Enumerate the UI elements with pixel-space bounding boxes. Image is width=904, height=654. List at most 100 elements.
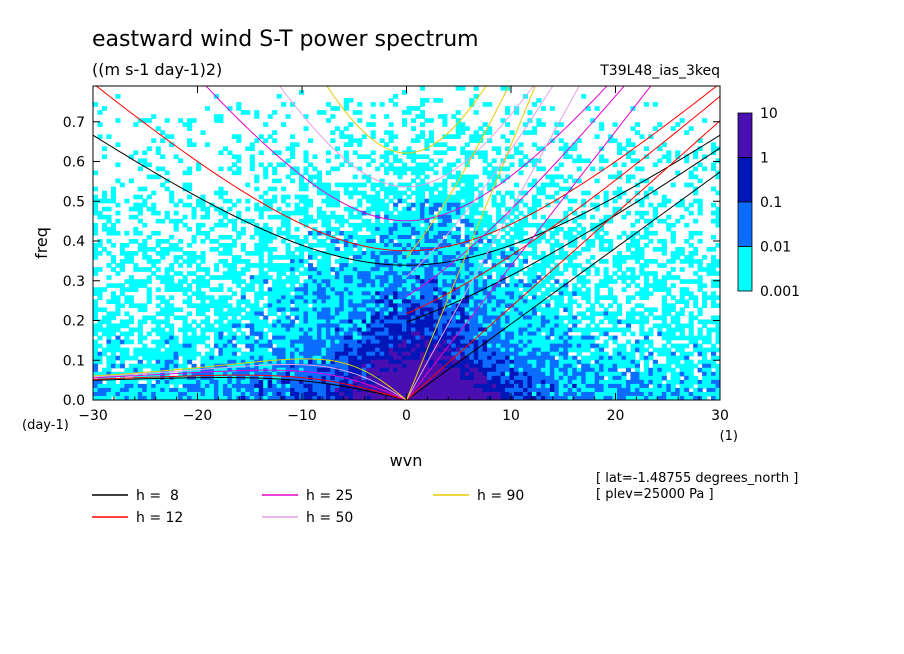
- spectrum-cell: [625, 210, 632, 216]
- spectrum-cell: [634, 251, 640, 256]
- spectrum-cell: [576, 367, 582, 373]
- spectrum-cell: [200, 307, 206, 313]
- spectrum-cell: [352, 339, 358, 345]
- spectrum-cell: [706, 367, 712, 373]
- spectrum-cell: [222, 355, 228, 361]
- spectrum-cell: [366, 198, 372, 204]
- spectrum-cell: [446, 174, 452, 180]
- spectrum-cell: [316, 343, 323, 349]
- spectrum-cell: [554, 315, 560, 321]
- spectrum-cell: [276, 295, 282, 300]
- spectrum-cell: [581, 267, 587, 272]
- spectrum-cell: [697, 198, 703, 204]
- spectrum-cell: [599, 259, 605, 264]
- spectrum-cell: [652, 363, 658, 369]
- spectrum-cell: [496, 210, 502, 216]
- spectrum-cell: [151, 190, 157, 196]
- spectrum-cell: [684, 154, 690, 160]
- spectrum-cell: [402, 359, 408, 365]
- spectrum-cell: [352, 182, 358, 188]
- spectrum-cell: [531, 279, 537, 284]
- spectrum-cell: [500, 291, 506, 296]
- spectrum-cell: [625, 174, 632, 180]
- spectrum-cell: [509, 339, 515, 345]
- spectrum-cell: [549, 275, 555, 280]
- spectrum-cell: [249, 311, 255, 317]
- spectrum-cell: [334, 230, 340, 236]
- spectrum-cell: [531, 331, 537, 337]
- spectrum-cell: [200, 267, 206, 272]
- spectrum-cell: [164, 271, 170, 276]
- spectrum-cell: [196, 162, 202, 168]
- spectrum-cell: [281, 359, 287, 365]
- spectrum-cell: [616, 267, 623, 272]
- spectrum-cell: [330, 339, 336, 345]
- spectrum-cell: [155, 355, 161, 361]
- spectrum-cell: [433, 295, 439, 300]
- spectrum-cell: [397, 234, 403, 240]
- spectrum-cell: [397, 323, 403, 329]
- spectrum-cell: [612, 162, 618, 168]
- spectrum-cell: [124, 295, 130, 300]
- spectrum-cell: [307, 307, 314, 313]
- spectrum-cell: [473, 299, 479, 304]
- spectrum-cell: [227, 327, 233, 333]
- spectrum-cell: [169, 295, 175, 300]
- spectrum-cell: [93, 299, 99, 304]
- spectrum-cell: [339, 363, 345, 369]
- spectrum-cell: [491, 263, 497, 268]
- spectrum-cell: [307, 291, 314, 296]
- spectrum-cell: [361, 255, 367, 260]
- spectrum-cell: [505, 174, 511, 180]
- spectrum-cell: [491, 194, 497, 200]
- spectrum-cell: [428, 134, 434, 139]
- spectrum-cell: [151, 327, 157, 333]
- spectrum-cell: [334, 371, 340, 377]
- spectrum-cell: [518, 259, 524, 264]
- spectrum-cell: [715, 174, 720, 180]
- spectrum-cell: [191, 351, 197, 357]
- spectrum-cell: [513, 303, 520, 309]
- spectrum-cell: [160, 295, 166, 300]
- spectrum-cell: [397, 198, 403, 204]
- spectrum-cell: [442, 263, 448, 268]
- spectrum-cell: [509, 238, 515, 244]
- spectrum-cell: [567, 291, 573, 296]
- spectrum-cell: [706, 335, 712, 341]
- spectrum-cell: [585, 158, 591, 164]
- spectrum-cell: [433, 311, 439, 317]
- spectrum-cell: [491, 315, 497, 321]
- spectrum-cell: [536, 190, 542, 196]
- spectrum-cell: [688, 327, 694, 333]
- spectrum-cell: [151, 247, 157, 252]
- spectrum-cell: [442, 355, 448, 361]
- spectrum-cell: [272, 351, 278, 357]
- spectrum-cell: [321, 182, 327, 188]
- spectrum-cell: [415, 106, 421, 111]
- spectrum-cell: [281, 343, 287, 349]
- spectrum-cell: [204, 323, 211, 329]
- spectrum-cell: [388, 291, 394, 296]
- spectrum-cell: [388, 331, 394, 337]
- spectrum-cell: [352, 283, 358, 288]
- spectrum-cell: [711, 202, 717, 208]
- spectrum-cell: [227, 319, 233, 325]
- spectrum-cell: [106, 299, 112, 304]
- spectrum-cell: [442, 291, 448, 296]
- spectrum-cell: [625, 243, 632, 248]
- spectrum-cell: [594, 287, 600, 292]
- spectrum-cell: [715, 263, 720, 268]
- spectrum-cell: [446, 335, 452, 341]
- spectrum-cell: [307, 243, 314, 248]
- spectrum-cell: [433, 234, 439, 240]
- spectrum-cell: [491, 170, 497, 176]
- spectrum-cell: [612, 327, 618, 333]
- spectrum-cell: [164, 267, 170, 272]
- spectrum-cell: [428, 130, 434, 135]
- spectrum-cell: [281, 319, 287, 325]
- spectrum-cell: [361, 331, 367, 337]
- spectrum-cell: [491, 299, 497, 304]
- spectrum-cell: [312, 323, 318, 329]
- spectrum-cell: [187, 263, 193, 268]
- spectrum-cell: [370, 363, 376, 369]
